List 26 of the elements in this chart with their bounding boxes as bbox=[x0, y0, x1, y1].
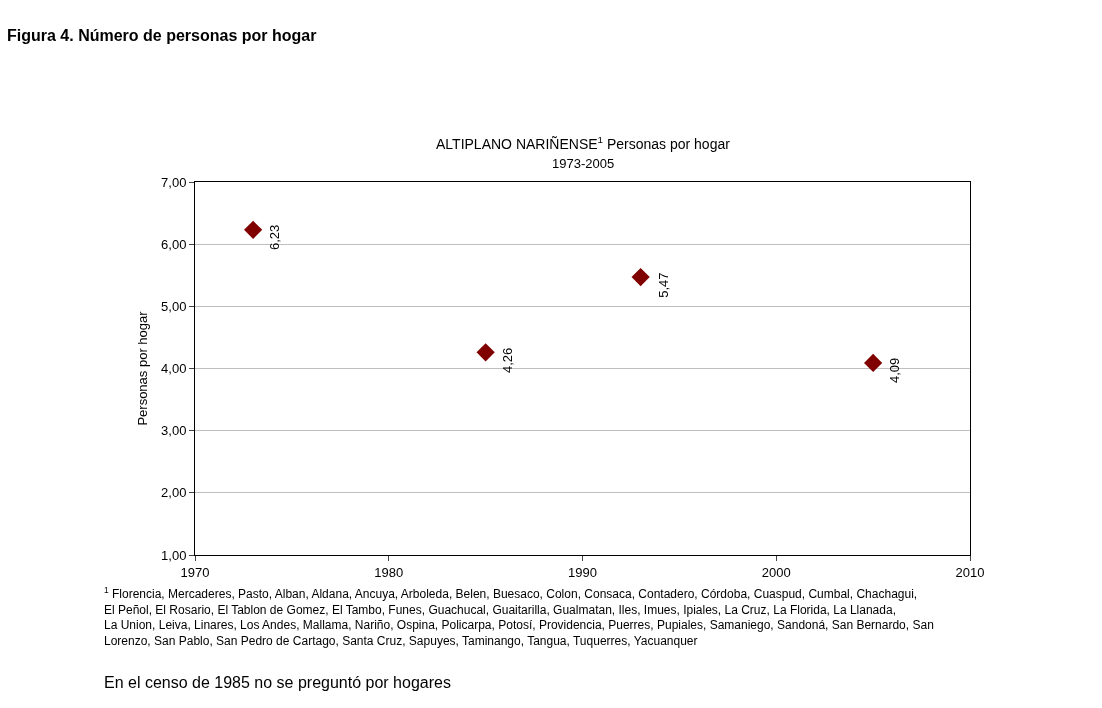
x-tick-label: 2000 bbox=[761, 564, 791, 580]
point bbox=[631, 268, 650, 287]
text: Figura 4. Número de personas por hogar bbox=[7, 27, 317, 44]
y-axis-title: Personas por hogar bbox=[135, 310, 151, 426]
chart-subtitle: 1973-2005 bbox=[552, 156, 615, 171]
x-tick-label: 1990 bbox=[568, 564, 597, 580]
y-tick-label: 3,00 bbox=[161, 423, 187, 439]
y-tick-label: 1,00 bbox=[161, 547, 187, 563]
point bbox=[476, 343, 495, 362]
point bbox=[244, 220, 263, 239]
x-tick-label: 2010 bbox=[955, 564, 985, 580]
point bbox=[864, 353, 883, 372]
data-label: 4,26 bbox=[500, 347, 516, 373]
data-label: 5,47 bbox=[655, 272, 671, 298]
y-tick-label: 7,00 bbox=[161, 174, 187, 190]
y-tick-label: 2,00 bbox=[161, 485, 187, 501]
y-tick-label: 4,00 bbox=[161, 361, 187, 377]
data-label: 6,23 bbox=[267, 224, 283, 250]
x-tick-label: 1980 bbox=[374, 564, 404, 580]
y-tick-label: 6,00 bbox=[161, 236, 187, 252]
text: $^{1}$ Florencia, Mercaderes, Pasto, Alban, Aldana, Ancuya, Arboleda, Belen, Buesaco, Colon, Consaca, Contadero, Córdoba, Cuaspud, Cumbal, Chachagui, El Peñol, El Rosario, El Tablon de Gomez, El Tambo, Funes, Guachucal, Guaitarilla, Gualmatan, Iles, Imues, Ipiales, La Cruz, La Florida, La Llanada, La Union, Leiva, Linares, Los Andes, Mallama, Nariño, Ospina, Policarpa, Potosí, Providencia, Puerres, Pupiales, Samaniego, Sandoná, San Bernardo, San Lorenzo, San Pablo, San Pedro de Cartago, Santa Cruz, Sapuyes, Taminango, Tangua, Tuquerres, Yacuanquer bbox=[104, 585, 934, 648]
text: En el censo de 1985 no se preguntó por hogares bbox=[104, 674, 451, 691]
chart-title: ALTIPLANO NARIÑENSE$^{1}$ Personas por hogar bbox=[436, 134, 731, 152]
y-tick-label: 5,00 bbox=[161, 298, 187, 314]
x-tick-label: 1970 bbox=[180, 564, 210, 580]
data-label: 4,09 bbox=[887, 357, 903, 384]
